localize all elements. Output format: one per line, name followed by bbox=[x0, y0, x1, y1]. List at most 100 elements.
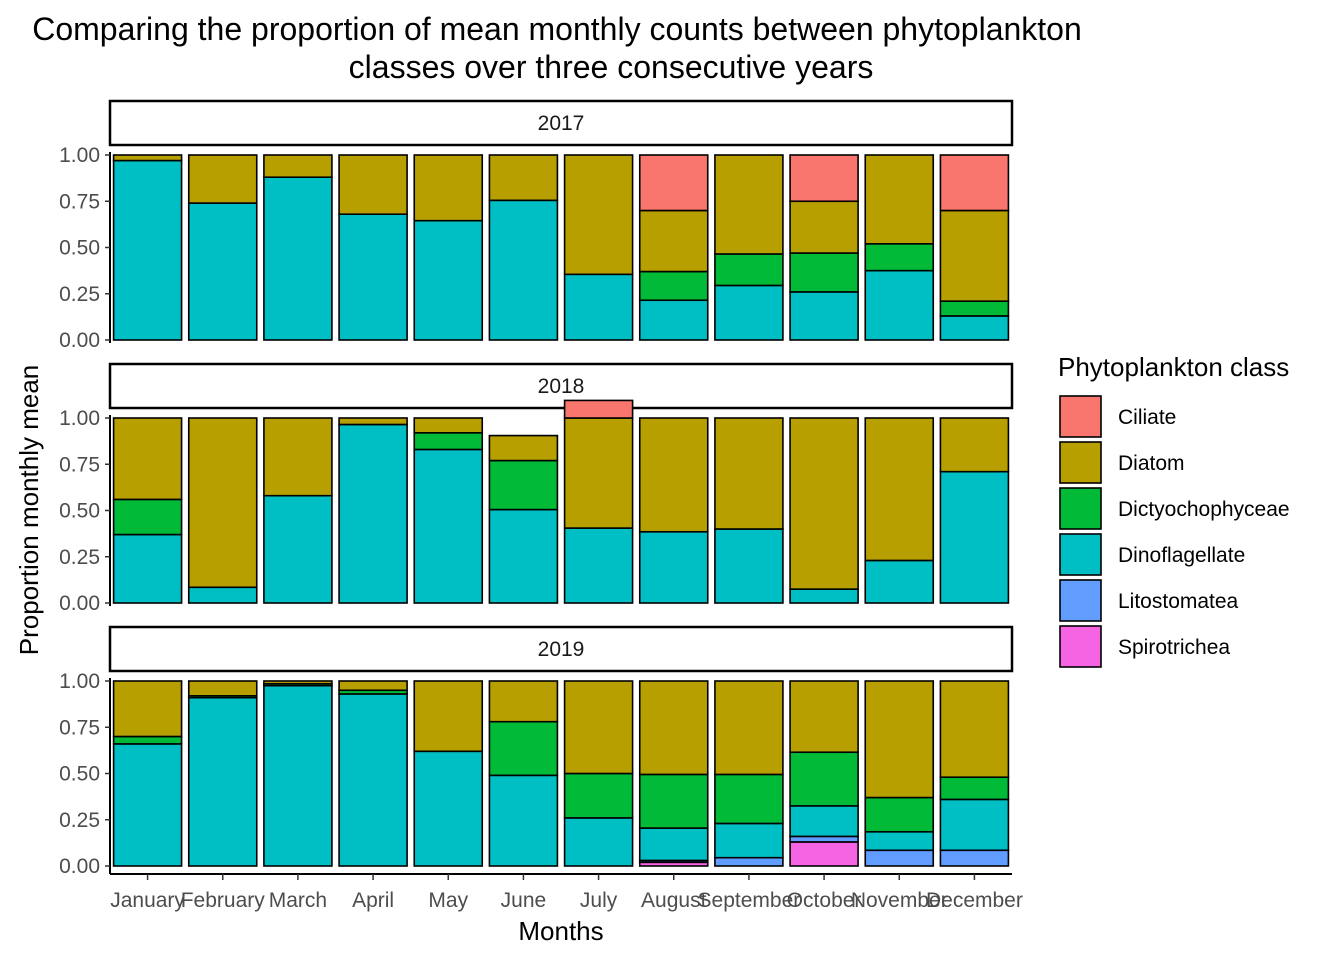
x-tick-label: September bbox=[698, 889, 801, 912]
facet-panels: 2017 0.00 0.25 0.50 0.75 1.00 2018 0.00 0.25 0.50… bbox=[59, 99, 1014, 878]
bar-segment-dinoflagellate-september bbox=[714, 284, 784, 341]
legend-key-dictyochophyceae bbox=[1059, 487, 1102, 530]
y-tick-label: 0.00 bbox=[59, 855, 100, 878]
bar-segment-dinoflagellate-october bbox=[789, 588, 859, 604]
facet-strip-label: 2018 bbox=[538, 375, 585, 398]
bar-segment-dinoflagellate-july bbox=[563, 273, 634, 341]
x-tick-label: August bbox=[641, 889, 707, 912]
bar-segment-diatom-september bbox=[714, 154, 784, 255]
x-tick-label: July bbox=[580, 889, 618, 912]
y-tick-label: 1.00 bbox=[59, 144, 100, 167]
bar-segment-spirotrichea-october bbox=[789, 841, 859, 867]
bar-segment-litostomatea-november bbox=[864, 849, 935, 867]
bar-segment-dinoflagellate-march bbox=[263, 494, 333, 604]
bar-segment-dinoflagellate-january bbox=[112, 533, 183, 604]
bar-segment-diatom-march bbox=[263, 417, 333, 497]
bar-segment-dinoflagellate-july bbox=[563, 527, 634, 604]
y-axis-title: Proportion monthly mean bbox=[14, 365, 44, 655]
bar-segment-dinoflagellate-august bbox=[638, 299, 709, 341]
bar-segment-diatom-may bbox=[413, 680, 484, 753]
x-axis-title: Months bbox=[518, 916, 603, 946]
bar-segment-dictyochophyceae-october bbox=[789, 751, 859, 807]
legend-title: Phytoplankton class bbox=[1058, 352, 1289, 382]
bar-segment-dictyochophyceae-january bbox=[112, 498, 183, 536]
y-tick-label: 0.50 bbox=[59, 500, 100, 523]
y-tick-label: 0.25 bbox=[59, 283, 100, 306]
bar-segment-dictyochophyceae-september bbox=[714, 253, 784, 287]
legend-label: Dictyochophyceae bbox=[1118, 498, 1290, 521]
legend: Phytoplankton class Ciliate Diatom Dictyoc… bbox=[1058, 352, 1290, 668]
y-tick-label: 0.75 bbox=[59, 716, 100, 739]
y-tick-label: 0.00 bbox=[59, 592, 100, 615]
legend-key-litostomatea bbox=[1059, 579, 1102, 622]
x-tick-label: February bbox=[181, 889, 266, 912]
x-tick-label: November bbox=[851, 889, 948, 912]
bar-segment-dinoflagellate-february bbox=[187, 202, 258, 341]
legend-key-spirotrichea bbox=[1059, 625, 1102, 668]
bar-segment-dictyochophyceae-june bbox=[488, 720, 559, 777]
bar-segment-dictyochophyceae-july bbox=[563, 772, 634, 819]
y-tick-label: 0.75 bbox=[59, 453, 100, 476]
y-tick-label: 0.25 bbox=[59, 546, 100, 569]
bar-segment-diatom-february bbox=[187, 680, 258, 697]
bar-segment-dinoflagellate-june bbox=[488, 199, 559, 341]
bar-segment-dinoflagellate-november bbox=[864, 830, 935, 852]
bar-segment-dinoflagellate-june bbox=[488, 508, 559, 604]
bar-segment-dinoflagellate-january bbox=[112, 743, 183, 867]
bar-segment-ciliate-august bbox=[638, 154, 709, 212]
bar-segment-diatom-march bbox=[263, 680, 333, 685]
legend-label: Litostomatea bbox=[1118, 590, 1239, 613]
bar-segment-dinoflagellate-february bbox=[187, 586, 258, 604]
bar-segment-diatom-june bbox=[488, 154, 559, 202]
bar-segment-diatom-april bbox=[338, 680, 408, 692]
panel-2019: 2019 0.00 0.25 0.50 0.75 1.00 bbox=[59, 625, 1014, 878]
bar-segment-dictyochophyceae-september bbox=[714, 773, 784, 825]
bar-segment-diatom-january bbox=[112, 417, 183, 501]
chart-title-line-1: Comparing the proportion of mean monthly… bbox=[32, 11, 1082, 47]
bar-segment-dinoflagellate-may bbox=[413, 219, 484, 341]
bar-segment-diatom-february bbox=[187, 417, 258, 589]
x-tick-label: May bbox=[428, 889, 468, 912]
bar-segment-litostomatea-september bbox=[714, 856, 784, 867]
bar-segment-dinoflagellate-december bbox=[939, 798, 1010, 852]
bar-segment-diatom-november bbox=[864, 680, 935, 799]
facet-strip bbox=[108, 625, 1014, 673]
bar-segment-diatom-november bbox=[864, 417, 935, 562]
bar-segment-diatom-february bbox=[187, 154, 258, 204]
bar-segment-diatom-august bbox=[638, 417, 709, 533]
bar-segment-dinoflagellate-september bbox=[714, 528, 784, 604]
bar-segment-dinoflagellate-november bbox=[864, 559, 935, 604]
bar-segment-diatom-september bbox=[714, 417, 784, 530]
bar-segment-dinoflagellate-april bbox=[338, 693, 408, 867]
bar-segment-dictyochophyceae-october bbox=[789, 252, 859, 293]
bar-segment-diatom-august bbox=[638, 209, 709, 273]
y-tick-label: 0.25 bbox=[59, 809, 100, 832]
bar-segment-dinoflagellate-march bbox=[263, 684, 333, 867]
bar-segment-dinoflagellate-october bbox=[789, 805, 859, 838]
panel-2018: 2018 0.00 0.25 0.50 0.75 1.00 bbox=[59, 362, 1014, 615]
bar-segment-diatom-july bbox=[563, 680, 634, 775]
bar-segment-diatom-april bbox=[338, 154, 408, 216]
bar-segment-diatom-october bbox=[789, 680, 859, 754]
bar-segment-diatom-october bbox=[789, 417, 859, 590]
bar-segment-diatom-december bbox=[939, 209, 1010, 302]
bar-segment-dictyochophyceae-november bbox=[864, 796, 935, 833]
bar-segment-dinoflagellate-august bbox=[638, 530, 709, 604]
bar-segment-diatom-may bbox=[413, 417, 484, 434]
y-tick-label: 1.00 bbox=[59, 670, 100, 693]
bar-segment-dinoflagellate-june bbox=[488, 774, 559, 867]
bar-segment-ciliate-october bbox=[789, 154, 859, 203]
bar-segment-diatom-may bbox=[413, 154, 484, 222]
legend-label: Spirotrichea bbox=[1118, 636, 1230, 659]
legend-key-ciliate bbox=[1059, 395, 1102, 438]
y-tick-label: 0.50 bbox=[59, 237, 100, 260]
bar-segment-dinoflagellate-april bbox=[338, 423, 408, 604]
bar-segment-dinoflagellate-september bbox=[714, 822, 784, 859]
y-tick-label: 1.00 bbox=[59, 407, 100, 430]
legend-label: Dinoflagellate bbox=[1118, 544, 1245, 567]
bar-segment-dictyochophyceae-december bbox=[939, 776, 1010, 801]
bar-segment-diatom-october bbox=[789, 200, 859, 254]
bar-segment-diatom-june bbox=[488, 680, 559, 723]
legend-items: Ciliate Diatom Dictyochophyceae Dinoflagell… bbox=[1059, 395, 1290, 668]
